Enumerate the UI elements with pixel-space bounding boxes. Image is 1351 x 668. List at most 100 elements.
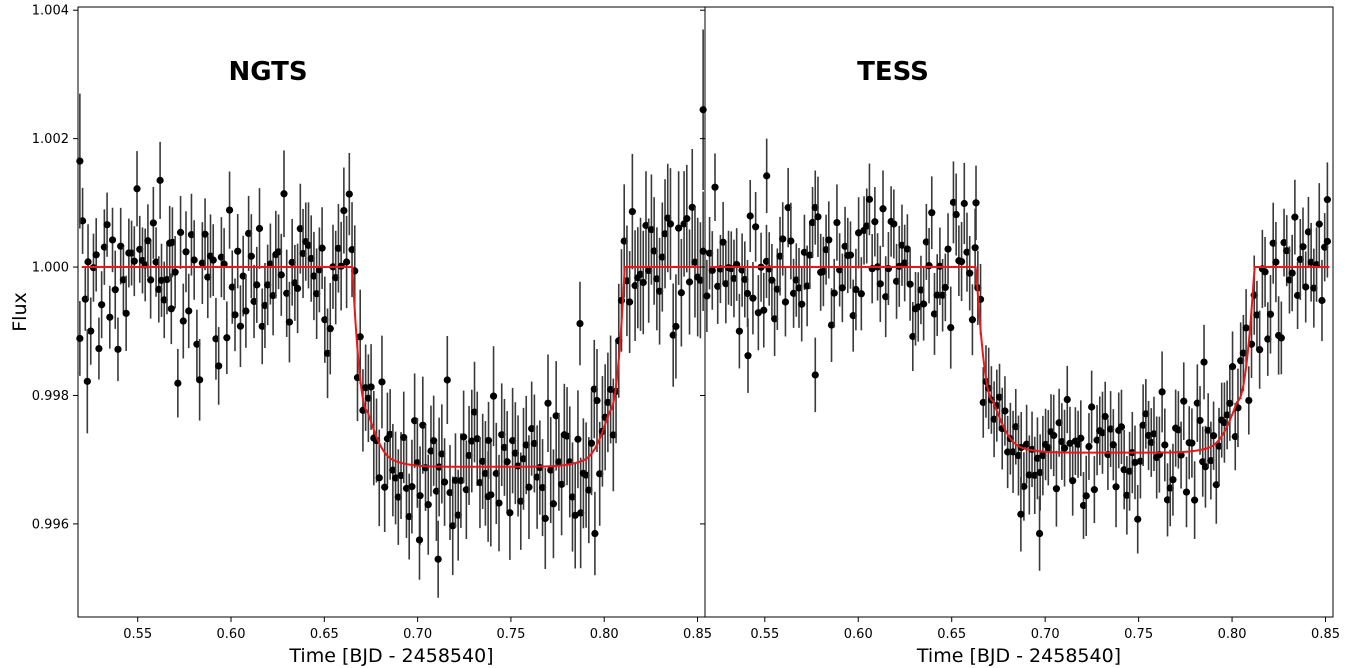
- ngts-data-point: [310, 272, 318, 280]
- ngts-data-point: [250, 297, 258, 306]
- ngts-data-point: [114, 345, 122, 353]
- y-tick-label: 0.996: [32, 517, 69, 532]
- tess-data-point: [1266, 310, 1275, 318]
- tess-data-point: [855, 229, 863, 237]
- ngts-data-point: [402, 484, 411, 492]
- ngts-data-point: [408, 483, 416, 491]
- tess-data-point: [852, 285, 860, 294]
- tess-data-point: [876, 280, 884, 288]
- tess-data-point: [795, 284, 803, 292]
- ngts-data-point: [258, 322, 266, 330]
- ngts-data-point: [225, 206, 234, 214]
- tess-data-point: [1069, 477, 1077, 485]
- tess-data-point: [1302, 283, 1310, 291]
- tess-data-point: [960, 199, 968, 208]
- ngts-data-point: [92, 251, 100, 259]
- tess-data-point: [752, 223, 760, 231]
- tess-data-point: [738, 266, 746, 274]
- ngts-data-point: [76, 157, 84, 165]
- ngts-data-point: [155, 285, 163, 293]
- ngts-data-point: [266, 260, 274, 268]
- tess-data-point: [944, 245, 952, 253]
- tess-data-point: [1101, 412, 1109, 421]
- ngts-data-point: [454, 511, 462, 519]
- tess-data-point: [819, 267, 827, 276]
- tess-data-point: [1200, 358, 1208, 366]
- ngts-data-point: [661, 230, 669, 238]
- ngts-data-point: [438, 450, 446, 458]
- ngts-data-point: [688, 203, 696, 211]
- tess-data-point: [1058, 437, 1066, 446]
- tess-data-point: [760, 306, 768, 314]
- tess-data-point: [1031, 471, 1039, 479]
- ngts-data-point: [639, 278, 647, 287]
- tess-data-point: [901, 259, 909, 267]
- ngts-data-point: [419, 421, 427, 429]
- tess-data-point: [922, 238, 930, 246]
- ngts-data-point: [397, 471, 405, 480]
- tess-data-point: [1055, 419, 1063, 427]
- ngts-data-point: [626, 298, 634, 306]
- tess-data-point: [972, 199, 980, 207]
- ngts-data-point: [465, 451, 473, 460]
- ngts-data-point: [285, 318, 294, 326]
- tess-data-point: [1182, 488, 1191, 496]
- tess-panel: 0.55 0.60 0.65 0.70 0.75 0.80 0.85 TESS Time […: [700, 6, 1340, 667]
- ngts-data-point: [87, 327, 95, 335]
- ngts-data-point: [193, 340, 201, 348]
- ngts-x-tick-label: 0.80: [590, 627, 619, 642]
- ngts-data-point: [253, 281, 261, 289]
- ngts-data-point: [264, 281, 272, 289]
- ngts-data-point: [187, 231, 196, 239]
- ngts-data-point: [334, 244, 343, 252]
- tess-data-point: [963, 248, 971, 256]
- ngts-data-point: [247, 252, 255, 260]
- tess-data-point: [863, 222, 871, 230]
- ngts-data-point: [468, 437, 476, 445]
- ngts-data-point: [587, 439, 596, 447]
- tess-data-point: [1209, 432, 1218, 440]
- tess-data-point: [1123, 491, 1131, 499]
- tess-data-point: [952, 210, 960, 219]
- tess-data-point: [1169, 476, 1177, 484]
- tess-data-point: [1161, 441, 1169, 449]
- tess-data-point: [849, 312, 857, 320]
- ngts-data-point: [185, 307, 193, 315]
- tess-data-point: [1223, 411, 1231, 419]
- tess-data-point: [1291, 213, 1299, 221]
- ngts-data-point: [149, 219, 157, 227]
- tess-data-point: [1323, 237, 1331, 245]
- tess-data-point: [776, 252, 784, 260]
- ngts-data-point: [156, 176, 164, 184]
- tess-data-point: [1131, 458, 1139, 467]
- ngts-data-point: [675, 224, 683, 232]
- tess-x-tick-label: 0.55: [750, 627, 779, 642]
- ngts-data-point: [416, 492, 424, 500]
- ngts-data-point: [593, 396, 601, 405]
- tess-data-point: [744, 352, 752, 360]
- ngts-data-point: [152, 258, 160, 266]
- tess-data-point: [1207, 456, 1215, 465]
- ngts-data-point: [291, 279, 299, 287]
- ngts-data-point: [108, 236, 117, 244]
- ngts-data-point: [340, 206, 348, 215]
- tess-data-point: [1150, 430, 1158, 438]
- ngts-data-point: [190, 256, 198, 264]
- tess-data-point: [879, 205, 887, 213]
- tess-data-point: [749, 294, 757, 302]
- ngts-data-point: [440, 478, 449, 486]
- ngts-data-point: [636, 270, 645, 278]
- tess-data-point: [882, 293, 890, 301]
- ngts-data-point: [650, 247, 658, 255]
- ngts-x-tick-label: 0.70: [403, 627, 432, 642]
- tess-data-point: [1228, 363, 1237, 371]
- ngts-data-point: [204, 273, 212, 281]
- tess-data-point: [1014, 451, 1023, 460]
- ngts-data-point: [544, 399, 552, 407]
- ngts-data-point: [699, 106, 707, 114]
- ngts-data-point: [655, 287, 664, 295]
- ngts-data-point: [432, 487, 441, 495]
- ngts-data-point: [645, 266, 653, 275]
- tess-data-point: [846, 251, 855, 259]
